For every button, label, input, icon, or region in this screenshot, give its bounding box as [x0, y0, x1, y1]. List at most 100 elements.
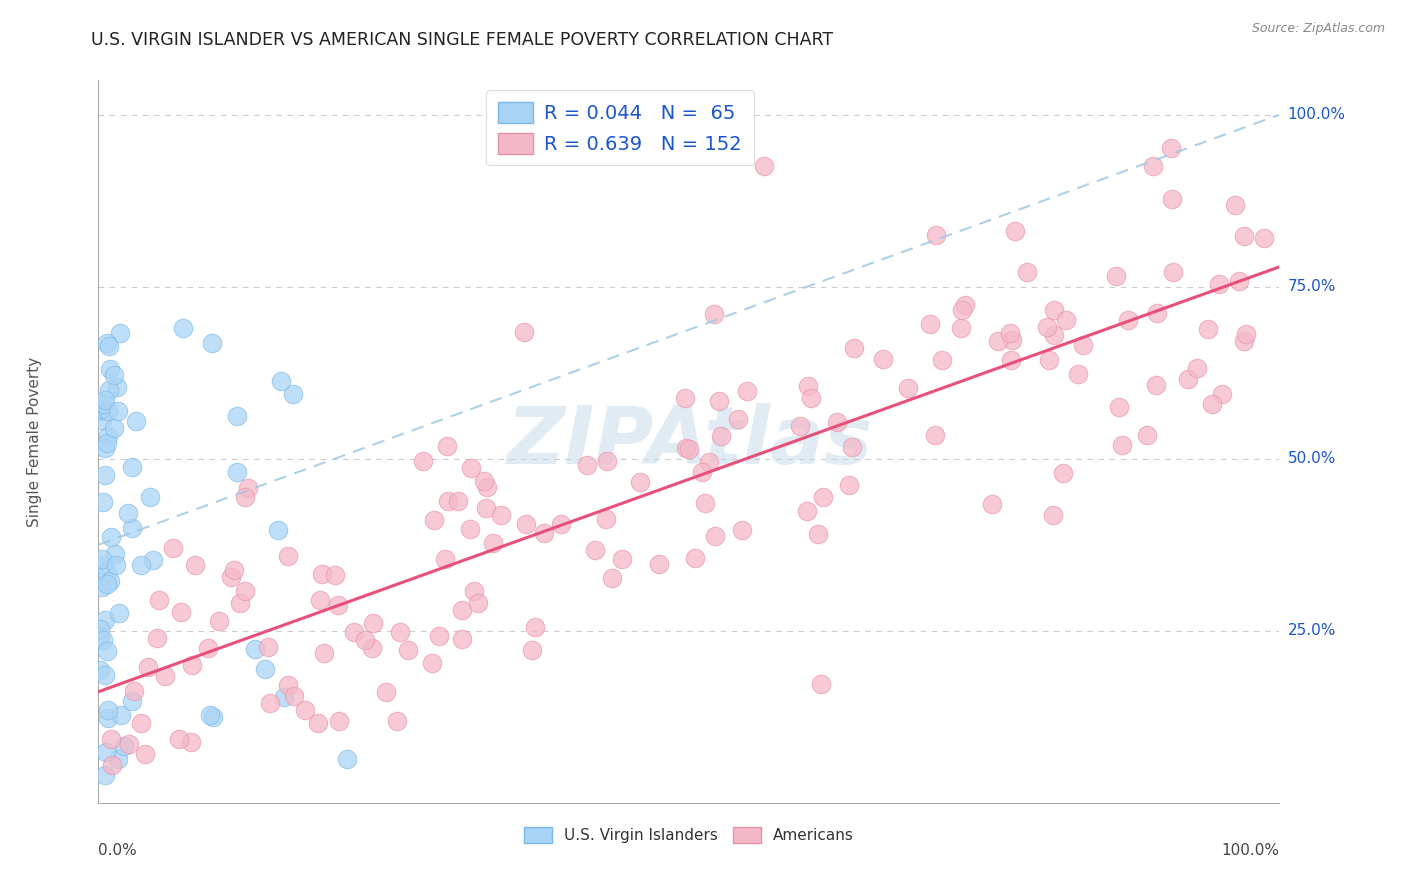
Point	[475, 500, 498, 515]
Point	[752, 159, 775, 173]
Point	[94, 613, 117, 627]
Point	[489, 508, 512, 522]
Point	[1071, 337, 1094, 351]
Point	[600, 571, 623, 585]
Point	[89, 629, 111, 643]
Point	[596, 454, 619, 468]
Point	[1136, 428, 1159, 442]
Point	[389, 625, 412, 640]
Point	[198, 708, 221, 723]
Point	[101, 758, 124, 772]
Point	[683, 551, 706, 566]
Point	[703, 307, 725, 321]
Point	[1142, 160, 1164, 174]
Point	[931, 352, 953, 367]
Point	[678, 442, 700, 457]
Point	[1160, 140, 1182, 154]
Point	[987, 334, 1010, 348]
Point	[270, 374, 292, 388]
Point	[125, 414, 148, 428]
Point	[308, 593, 330, 607]
Point	[1208, 277, 1230, 292]
Point	[447, 494, 470, 508]
Point	[97, 710, 120, 724]
Point	[1225, 198, 1247, 212]
Point	[374, 684, 396, 698]
Point	[1253, 231, 1275, 245]
Point	[226, 409, 249, 423]
Point	[343, 625, 366, 640]
Point	[673, 392, 696, 406]
Point	[1118, 313, 1140, 327]
Point	[136, 660, 159, 674]
Point	[796, 504, 818, 518]
Point	[1000, 352, 1022, 367]
Point	[200, 335, 222, 350]
Point	[800, 391, 823, 405]
Point	[1197, 322, 1219, 336]
Point	[180, 735, 202, 749]
Point	[1111, 438, 1133, 452]
Point	[1234, 327, 1257, 342]
Point	[100, 530, 122, 544]
Point	[950, 320, 973, 334]
Point	[354, 632, 377, 647]
Point	[467, 596, 489, 610]
Point	[433, 552, 456, 566]
Point	[797, 379, 820, 393]
Point	[121, 521, 143, 535]
Point	[981, 497, 1004, 511]
Point	[1144, 377, 1167, 392]
Point	[697, 455, 720, 469]
Point	[436, 494, 458, 508]
Point	[93, 392, 115, 407]
Point	[1233, 229, 1256, 244]
Point	[90, 552, 112, 566]
Point	[312, 647, 335, 661]
Point	[98, 362, 121, 376]
Point	[167, 731, 190, 746]
Point	[1042, 508, 1064, 523]
Point	[1227, 274, 1250, 288]
Point	[420, 656, 443, 670]
Point	[610, 552, 633, 566]
Point	[112, 739, 135, 753]
Point	[482, 536, 505, 550]
Point	[807, 526, 830, 541]
Point	[96, 643, 118, 657]
Point	[294, 703, 316, 717]
Point	[648, 557, 671, 571]
Point	[475, 480, 498, 494]
Point	[842, 342, 865, 356]
Point	[710, 429, 733, 443]
Point	[825, 415, 848, 429]
Point	[707, 393, 730, 408]
Point	[267, 523, 290, 537]
Point	[550, 517, 572, 532]
Point	[731, 523, 754, 537]
Point	[197, 641, 219, 656]
Point	[925, 227, 948, 242]
Point	[219, 570, 242, 584]
Point	[361, 616, 384, 631]
Point	[436, 439, 458, 453]
Point	[920, 318, 942, 332]
Point	[387, 714, 409, 728]
Point	[233, 584, 256, 599]
Point	[735, 384, 758, 398]
Point	[704, 529, 727, 543]
Point	[122, 684, 145, 698]
Point	[97, 338, 120, 352]
Point	[243, 642, 266, 657]
Text: Source: ZipAtlas.com: Source: ZipAtlas.com	[1251, 22, 1385, 36]
Point	[1001, 333, 1024, 347]
Point	[841, 440, 863, 454]
Point	[94, 768, 117, 782]
Point	[727, 411, 749, 425]
Point	[693, 496, 716, 510]
Point	[117, 506, 139, 520]
Text: 100.0%: 100.0%	[1222, 843, 1279, 857]
Point	[472, 475, 495, 489]
Point	[94, 467, 117, 482]
Point	[172, 320, 194, 334]
